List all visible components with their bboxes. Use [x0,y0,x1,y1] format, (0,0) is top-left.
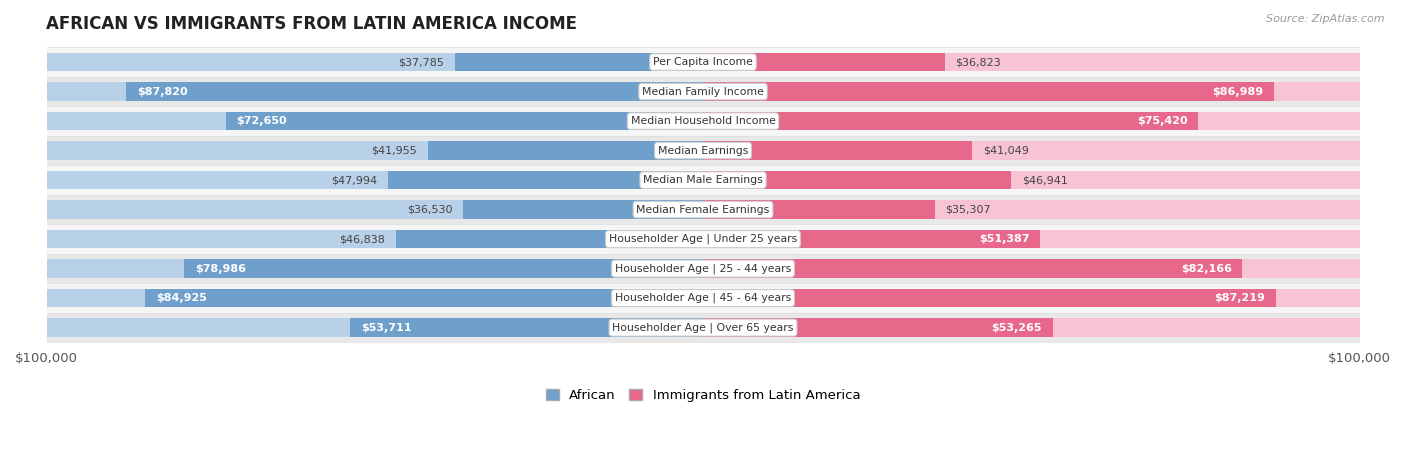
Bar [46,53,703,71]
Bar [703,318,1360,337]
Bar [427,142,703,160]
Text: $53,265: $53,265 [991,323,1042,333]
Bar [46,77,1360,106]
Text: $82,166: $82,166 [1181,263,1232,274]
Text: $84,925: $84,925 [156,293,207,303]
Bar [703,200,1360,219]
Text: $47,994: $47,994 [332,175,377,185]
Bar [46,289,703,307]
Bar [703,230,1040,248]
Bar [226,112,703,130]
Bar [184,260,703,278]
Text: $78,986: $78,986 [195,263,246,274]
Text: Per Capita Income: Per Capita Income [652,57,754,67]
Text: $51,387: $51,387 [980,234,1029,244]
Bar [703,318,1053,337]
Text: $35,307: $35,307 [945,205,991,215]
Text: $87,820: $87,820 [136,86,187,97]
Bar [456,53,703,71]
Bar [46,254,1360,283]
Text: Median Female Earnings: Median Female Earnings [637,205,769,215]
Bar [46,318,703,337]
Bar [703,53,945,71]
Text: $72,650: $72,650 [236,116,287,126]
Bar [46,142,703,160]
Bar [703,83,1360,101]
Bar [46,47,1360,77]
Bar [46,83,703,101]
Text: Median Household Income: Median Household Income [630,116,776,126]
Bar [46,112,703,130]
Text: $86,989: $86,989 [1212,86,1264,97]
Text: Median Family Income: Median Family Income [643,86,763,97]
Bar [145,289,703,307]
Bar [395,230,703,248]
Bar [350,318,703,337]
Legend: African, Immigrants from Latin America: African, Immigrants from Latin America [540,383,866,407]
Bar [46,171,703,189]
Bar [463,200,703,219]
Bar [703,53,1360,71]
Bar [46,106,1360,136]
Text: Householder Age | 25 - 44 years: Householder Age | 25 - 44 years [614,263,792,274]
Bar [46,136,1360,165]
Bar [703,142,973,160]
Bar [46,313,1360,342]
Bar [703,171,1360,189]
Bar [703,83,1274,101]
Bar [703,230,1360,248]
Text: Householder Age | 45 - 64 years: Householder Age | 45 - 64 years [614,293,792,304]
Bar [703,112,1198,130]
Text: $46,838: $46,838 [339,234,385,244]
Bar [46,165,1360,195]
Text: $41,955: $41,955 [371,146,418,156]
Text: Source: ZipAtlas.com: Source: ZipAtlas.com [1267,14,1385,24]
Text: Householder Age | Under 25 years: Householder Age | Under 25 years [609,234,797,244]
Text: Householder Age | Over 65 years: Householder Age | Over 65 years [612,322,794,333]
Bar [703,289,1360,307]
Text: Median Male Earnings: Median Male Earnings [643,175,763,185]
Text: $37,785: $37,785 [398,57,444,67]
Bar [388,171,703,189]
Bar [46,260,703,278]
Text: $41,049: $41,049 [983,146,1029,156]
Text: $87,219: $87,219 [1215,293,1265,303]
Text: Median Earnings: Median Earnings [658,146,748,156]
Text: $75,420: $75,420 [1137,116,1188,126]
Bar [46,200,703,219]
Bar [46,195,1360,224]
Text: AFRICAN VS IMMIGRANTS FROM LATIN AMERICA INCOME: AFRICAN VS IMMIGRANTS FROM LATIN AMERICA… [46,15,578,33]
Text: $36,823: $36,823 [955,57,1001,67]
Text: $53,711: $53,711 [361,323,412,333]
Text: $36,530: $36,530 [408,205,453,215]
Bar [703,171,1011,189]
Bar [703,200,935,219]
Bar [703,260,1360,278]
Bar [127,83,703,101]
Bar [46,230,703,248]
Bar [703,260,1243,278]
Text: $46,941: $46,941 [1022,175,1067,185]
Bar [703,142,1360,160]
Bar [703,112,1360,130]
Bar [46,283,1360,313]
Bar [703,289,1275,307]
Bar [46,224,1360,254]
